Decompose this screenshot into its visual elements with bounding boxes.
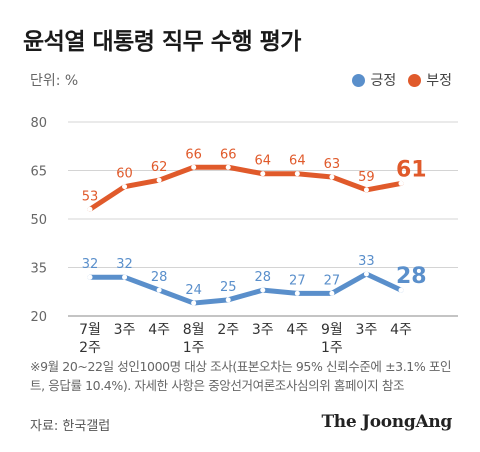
data-label: 27 — [289, 273, 306, 288]
data-label: 27 — [324, 273, 341, 288]
data-label: 28 — [255, 270, 272, 285]
x-axis: 7월 2주 3주 4주 8월 1주 2주 3주 4주 9월 1주 3주 4주 — [79, 322, 412, 356]
data-point — [225, 164, 231, 170]
series-line-negative — [87, 164, 404, 212]
unit-label: 단위: % — [30, 73, 79, 89]
x-tick-label: 8월 — [183, 322, 205, 338]
data-label-latest: 61 — [396, 157, 427, 182]
data-label: 28 — [151, 270, 168, 285]
x-tick-label: 3주 — [114, 322, 136, 338]
data-point — [156, 287, 162, 293]
legend-item-positive: 긍정 — [352, 70, 396, 90]
series-lines — [87, 164, 404, 306]
data-label: 32 — [116, 257, 133, 272]
x-tick-label: 9월 — [321, 322, 343, 338]
data-label: 33 — [358, 254, 375, 269]
legend-dot-negative — [408, 73, 422, 87]
data-label: 64 — [289, 154, 306, 169]
source: 자료: 한국갤럽 — [30, 419, 111, 434]
legend-label-positive: 긍정 — [370, 73, 397, 89]
data-label: 25 — [220, 280, 237, 295]
x-tick-label: 3주 — [356, 322, 378, 338]
data-point — [294, 290, 300, 296]
y-tick-label: 35 — [30, 262, 47, 277]
y-tick-label: 80 — [30, 116, 47, 131]
data-point — [87, 274, 93, 280]
data-label: 63 — [324, 157, 341, 172]
data-point — [87, 206, 93, 212]
legend-label-negative: 부정 — [426, 73, 452, 89]
data-point — [294, 171, 300, 177]
survey-note: ※9월 20~22일 성인1000명 대상 조사(표본오차는 95% 신뢰수준에… — [30, 359, 452, 393]
data-point — [363, 271, 369, 277]
x-tick-label: 2주 — [79, 340, 101, 356]
data-point — [191, 300, 197, 306]
y-tick-label: 20 — [30, 310, 47, 325]
data-label-latest: 28 — [396, 264, 427, 289]
x-tick-label: 4주 — [286, 322, 308, 338]
data-label: 53 — [82, 189, 99, 204]
chart-title: 윤석열 대통령 직무 수행 평가 — [23, 29, 301, 55]
data-point — [260, 171, 266, 177]
x-tick-label: 2주 — [217, 322, 239, 338]
data-point — [329, 174, 335, 180]
y-tick-label: 65 — [30, 165, 47, 180]
data-label: 64 — [255, 154, 272, 169]
x-tick-label: 4주 — [390, 322, 412, 338]
legend-dot-positive — [352, 73, 366, 87]
data-label: 62 — [151, 160, 168, 175]
data-point — [122, 184, 128, 190]
data-point — [122, 274, 128, 280]
data-point — [363, 187, 369, 193]
data-point — [225, 297, 231, 303]
x-tick-label: 4주 — [148, 322, 170, 338]
data-point — [260, 287, 266, 293]
publisher-logo: The JoongAng — [321, 412, 452, 432]
legend: 긍정 부정 — [352, 70, 452, 90]
data-point — [398, 180, 404, 186]
x-tick-label: 1주 — [321, 340, 343, 356]
grid: 80 65 50 35 20 — [30, 116, 458, 325]
y-tick-label: 50 — [30, 213, 47, 228]
data-label: 24 — [185, 283, 202, 298]
legend-item-negative: 부정 — [408, 70, 452, 90]
data-label: 66 — [185, 147, 202, 162]
x-tick-label: 7월 — [79, 322, 101, 338]
data-label: 32 — [82, 257, 99, 272]
data-point — [398, 287, 404, 293]
series-line-positive — [87, 271, 404, 306]
data-point — [156, 177, 162, 183]
data-point — [191, 164, 197, 170]
x-tick-label: 3주 — [252, 322, 274, 338]
data-point — [329, 290, 335, 296]
data-label: 60 — [116, 167, 133, 182]
data-label: 66 — [220, 147, 237, 162]
data-labels: 32 32 28 24 25 28 27 27 33 28 53 60 62 66 66 64 64 63 59 61 — [82, 147, 427, 298]
data-label: 59 — [358, 170, 375, 185]
x-tick-label: 1주 — [183, 340, 205, 356]
